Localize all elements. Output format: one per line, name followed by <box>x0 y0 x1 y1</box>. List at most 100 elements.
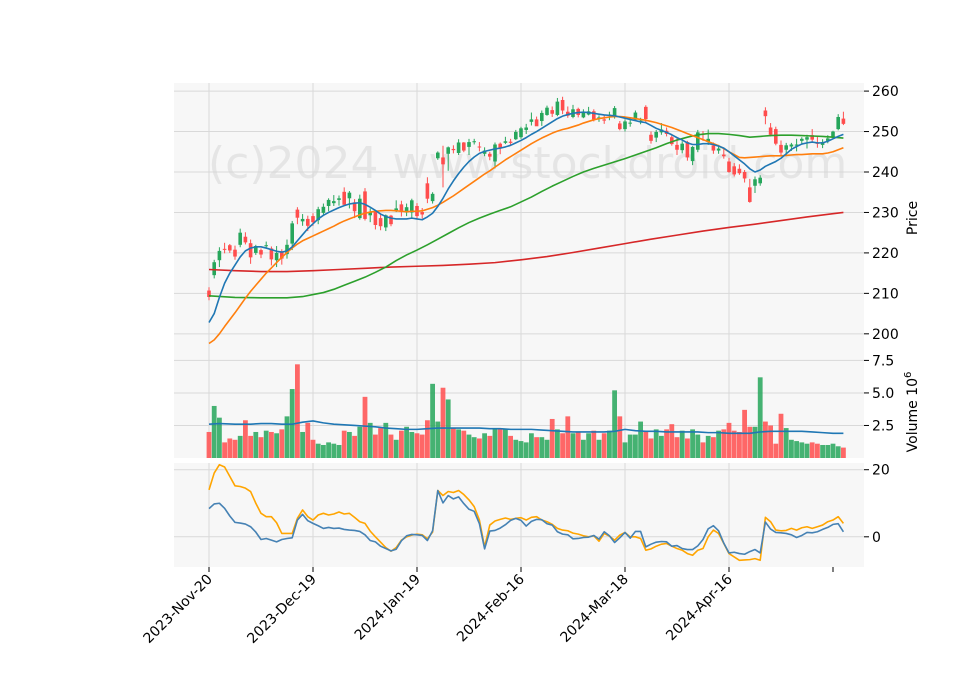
candle-body-78 <box>612 108 617 117</box>
candle-body-82 <box>633 112 638 120</box>
candle-body-16 <box>290 223 294 244</box>
x-tick-label-0: 2023-Nov-20 <box>141 572 216 647</box>
candle-body-35 <box>389 215 393 225</box>
candle-body-4 <box>228 245 232 251</box>
candle-body-114 <box>800 138 804 141</box>
candle-body-2 <box>217 250 222 261</box>
price-axis-label: Price <box>905 201 921 235</box>
candle-body-97 <box>711 145 716 151</box>
candle-body-120 <box>831 131 835 138</box>
oscillator-lines <box>208 463 845 562</box>
candle-body-0 <box>207 290 211 298</box>
volume-bar-24 <box>331 443 337 458</box>
candle-body-98 <box>716 148 721 151</box>
candle-body-104 <box>748 187 752 202</box>
candle-body-47 <box>451 148 456 151</box>
volume-bar-38 <box>404 426 409 458</box>
candle-body-9 <box>254 246 258 253</box>
price-tick-label-3: 230 <box>872 205 899 221</box>
candle-body-34 <box>384 215 388 228</box>
volume-bar-66 <box>549 418 555 458</box>
volume-bar-7 <box>243 420 248 458</box>
candle-body-46 <box>446 147 450 154</box>
candle-0 <box>207 287 211 301</box>
candle-5 <box>233 245 237 260</box>
candle-body-109 <box>774 129 778 144</box>
volume-bar-33 <box>378 428 383 458</box>
volume-bar-113 <box>794 441 799 458</box>
candle-52 <box>477 142 482 152</box>
candle-body-85 <box>649 134 653 141</box>
volume-bar-41 <box>419 434 425 458</box>
volume-bar-88 <box>664 429 669 458</box>
volume-bar-95 <box>700 442 706 458</box>
candle-8 <box>248 239 253 264</box>
candle-body-48 <box>456 142 461 153</box>
volume-bar-92 <box>685 438 690 458</box>
price-ma-orange-line <box>208 115 844 345</box>
volume-bar-18 <box>300 431 305 458</box>
volume-bar-35 <box>388 434 394 458</box>
candle-25 <box>337 195 341 206</box>
candle-body-36 <box>394 208 398 211</box>
candle-102 <box>737 164 742 175</box>
volume-tick-label-2: 7.5 <box>872 353 894 369</box>
volume-bar-71 <box>575 431 581 458</box>
volume-bar-96 <box>705 435 711 458</box>
candle-41 <box>420 208 424 219</box>
candle-62 <box>529 112 534 126</box>
volume-bar-90 <box>674 437 680 458</box>
candle-body-59 <box>514 131 518 140</box>
candle-body-51 <box>472 141 476 143</box>
candle-body-52 <box>477 146 482 148</box>
volume-bar-8 <box>248 435 253 458</box>
volume-bar-23 <box>326 442 331 458</box>
candle-body-57 <box>503 141 508 143</box>
oscillator-tick-label-1: 20 <box>872 463 890 479</box>
candle-body-23 <box>326 199 331 206</box>
price-tick-label-6: 260 <box>872 84 899 100</box>
volume-bar-119 <box>825 444 831 458</box>
candle-body-61 <box>524 127 528 130</box>
candle-110 <box>779 140 783 156</box>
oscillator-y-axis: 0 20 <box>864 463 890 546</box>
volume-ma-line <box>208 420 844 435</box>
candle-body-112 <box>789 144 794 147</box>
candle-body-33 <box>378 218 383 227</box>
candle-body-17 <box>295 209 300 218</box>
candle-body-6 <box>238 232 242 245</box>
volume-bar-56 <box>497 428 503 458</box>
volume-bar-118 <box>820 444 825 458</box>
candle-body-39 <box>410 200 414 213</box>
volume-bar-34 <box>383 422 389 458</box>
candle-body-106 <box>758 177 762 184</box>
candle-body-101 <box>732 166 736 175</box>
volume-bar-112 <box>789 439 794 458</box>
x-tick-label-1: 2023-Dec-19 <box>244 572 319 647</box>
candle-47 <box>451 145 456 154</box>
candle-114 <box>800 137 804 144</box>
volume-bar-21 <box>315 443 321 458</box>
candle-body-119 <box>826 138 830 141</box>
volume-bar-77 <box>607 430 612 458</box>
x-tick-label-4: 2024-Mar-18 <box>558 572 632 646</box>
volume-bar-81 <box>627 434 633 458</box>
candle-28 <box>352 199 357 219</box>
volume-bar-28 <box>352 435 357 458</box>
volume-bar-31 <box>367 422 373 458</box>
volume-bar-82 <box>633 434 638 458</box>
candle-79 <box>618 121 622 131</box>
candle-body-72 <box>581 111 586 118</box>
volume-bar-58 <box>508 435 513 458</box>
candle-body-32 <box>373 211 378 225</box>
volume-bar-91 <box>679 430 685 458</box>
candle-body-115 <box>805 137 809 140</box>
candle-body-14 <box>280 251 284 259</box>
candle-10 <box>259 248 263 259</box>
candle-body-21 <box>316 209 320 221</box>
volume-bar-2 <box>217 417 222 458</box>
candle-80 <box>623 119 627 132</box>
volume-bar-110 <box>778 413 784 458</box>
candle-body-38 <box>404 207 409 213</box>
price-ma-red-line <box>208 211 844 273</box>
